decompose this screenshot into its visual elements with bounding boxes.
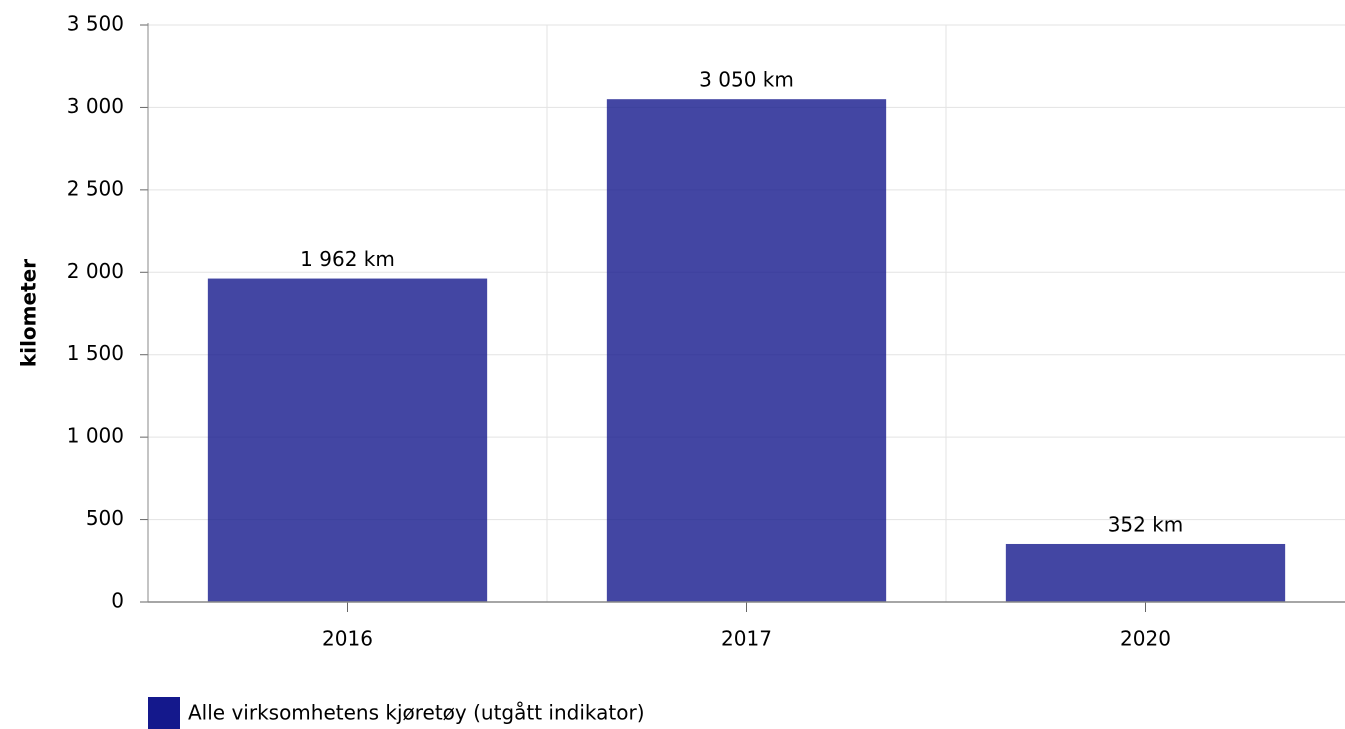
bar [207,278,488,602]
y-tick-label: 2 000 [67,259,124,283]
x-tick-label: 2020 [1120,627,1171,651]
data-label: 3 050 km [699,68,794,92]
y-tick-label: 500 [86,506,124,530]
legend-swatch [148,697,180,729]
y-tick-label: 1 000 [67,424,124,448]
y-tick-label: 2 500 [67,176,124,200]
y-tick-label: 3 500 [67,12,124,36]
data-label: 352 km [1108,512,1184,536]
y-tick-label: 3 000 [67,94,124,118]
y-axis-label: kilometer [17,259,41,367]
x-tick-label: 2017 [721,627,772,651]
bar [606,99,887,602]
y-tick-label: 0 [111,589,124,613]
data-label: 1 962 km [300,247,395,271]
x-tick-label: 2016 [322,627,373,651]
bar [1005,543,1286,602]
y-tick-label: 1 500 [67,341,124,365]
legend-label: Alle virksomhetens kjøretøy (utgått indi… [188,701,645,725]
